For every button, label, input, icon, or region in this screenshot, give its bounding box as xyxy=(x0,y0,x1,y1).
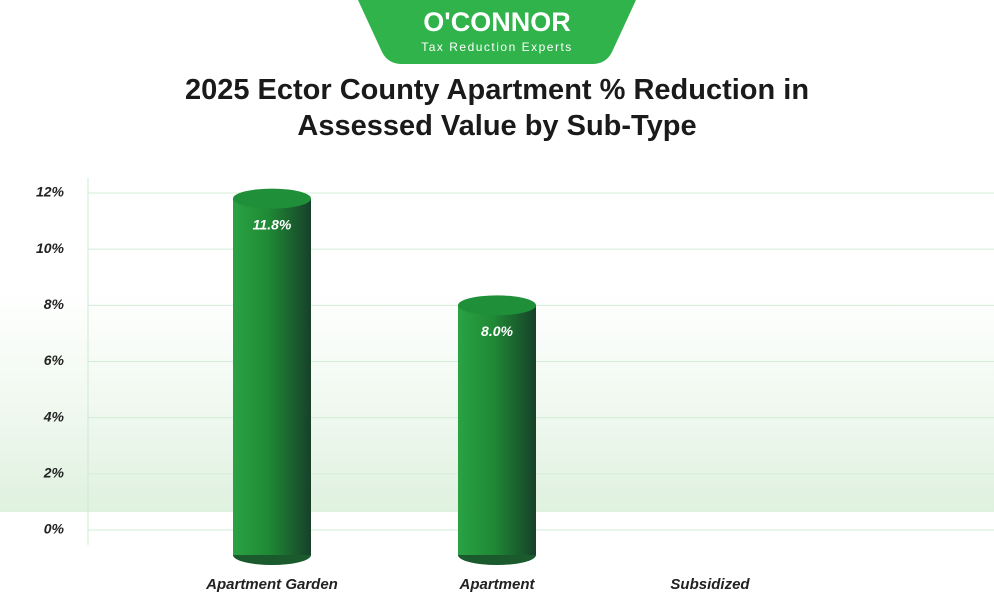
y-tick-label: 8% xyxy=(44,296,65,312)
x-tick-label: Apartment xyxy=(458,576,535,593)
bar-cap xyxy=(458,295,536,316)
y-tick-label: 2% xyxy=(43,465,65,481)
bar xyxy=(233,198,311,555)
y-tick-label: 4% xyxy=(43,408,65,424)
x-tick-label: Subsidized xyxy=(670,576,750,593)
value-label: 11.8% xyxy=(253,216,292,232)
y-tick-label: 6% xyxy=(44,352,65,368)
bar-cap xyxy=(233,188,311,209)
bar xyxy=(458,305,536,555)
y-tick-label: 12% xyxy=(36,184,65,200)
chart-title: 2025 Ector County Apartment % Reduction … xyxy=(184,74,810,142)
y-tick-label: 0% xyxy=(44,521,65,537)
logo-badge xyxy=(358,0,636,64)
y-tick-label: 10% xyxy=(36,240,65,256)
x-tick-label: Apartment Garden xyxy=(205,576,338,593)
value-label: 8.0% xyxy=(481,323,513,339)
title-wrap: 2025 Ector County Apartment % Reduction … xyxy=(0,72,994,144)
logo-name: O'CONNOR xyxy=(423,7,570,37)
logo-tagline: Tax Reduction Experts xyxy=(421,40,573,54)
